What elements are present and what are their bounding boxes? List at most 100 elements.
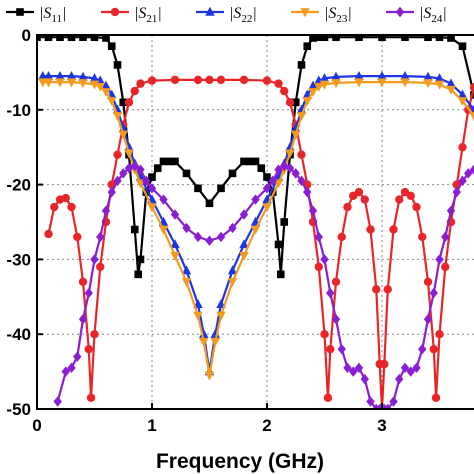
- point-s21-37: [337, 232, 346, 242]
- point-s24-35: [314, 231, 323, 243]
- point-s21-6: [78, 277, 88, 287]
- point-s22-41: [434, 73, 445, 83]
- point-s11-32: [277, 270, 285, 279]
- point-s21-46: [380, 359, 389, 369]
- point-s21-57: [435, 330, 444, 339]
- point-s23-40: [423, 79, 433, 89]
- legend-label-s22: |S22|: [229, 5, 257, 25]
- x-axis-title: Frequency (GHz): [156, 450, 324, 473]
- point-s24-38: [331, 314, 341, 325]
- grid-lines: [37, 35, 474, 409]
- point-s24-32: [297, 175, 306, 187]
- point-s24-23: [228, 222, 237, 234]
- point-s24-52: [400, 362, 410, 374]
- point-s21-34: [323, 393, 333, 402]
- point-s21-35: [326, 344, 335, 354]
- point-s24-25: [251, 194, 260, 205]
- point-s21-52: [412, 202, 421, 212]
- point-s21-15: [124, 98, 134, 107]
- point-s24-58: [435, 254, 444, 265]
- point-s24-54: [412, 362, 421, 374]
- point-s24-19: [182, 222, 191, 234]
- point-s21-5: [73, 232, 82, 242]
- point-s22-44: [469, 104, 474, 114]
- legend-marker-s11: [16, 8, 24, 16]
- point-s11-35: [291, 98, 300, 107]
- point-s24-26: [262, 183, 272, 194]
- point-s21-9: [90, 330, 99, 339]
- point-s11-24: [228, 169, 237, 178]
- point-s11-21: [194, 184, 202, 193]
- point-s23-22: [216, 311, 226, 321]
- point-s22-5: [89, 73, 100, 83]
- point-s21-0: [44, 229, 53, 239]
- point-s11-8: [113, 61, 122, 69]
- point-s11-44: [401, 35, 409, 42]
- point-s23-11: [124, 149, 134, 159]
- point-s24-14: [136, 164, 145, 175]
- point-s11-0: [37, 35, 41, 42]
- x-tick-label-3: 3: [377, 416, 386, 435]
- point-s21-55: [429, 344, 438, 354]
- point-s11-16: [153, 164, 162, 172]
- point-s23-37: [354, 78, 364, 88]
- point-s24-22: [216, 231, 226, 243]
- point-s23-33: [308, 88, 318, 98]
- point-s23-1: [43, 78, 54, 88]
- legend-marker-s22: [205, 6, 215, 16]
- point-s11-20: [182, 169, 191, 178]
- point-s22-16: [170, 239, 180, 249]
- point-s21-63: [469, 83, 474, 92]
- point-s21-4: [67, 202, 76, 212]
- point-s11-19: [171, 157, 179, 166]
- point-s11-29: [263, 173, 271, 181]
- point-s21-8: [86, 393, 96, 402]
- point-s21-7: [84, 344, 93, 354]
- point-s21-17: [136, 79, 145, 88]
- point-s23-15: [158, 225, 169, 235]
- tick-labels: 0 1 2 3 0 -10 -20 -30 -40 -50: [6, 26, 386, 435]
- plot-frame: [36, 34, 474, 410]
- point-s11-33: [280, 218, 289, 226]
- point-s24-6: [90, 254, 99, 265]
- point-s11-7: [107, 42, 116, 51]
- point-s21-40: [354, 187, 364, 197]
- point-s11-12: [134, 270, 142, 279]
- point-s24-42: [354, 362, 364, 374]
- point-s11-6: [102, 35, 110, 42]
- point-s22-40: [423, 71, 433, 81]
- point-s24-55: [418, 343, 427, 355]
- point-s24-18: [170, 209, 180, 220]
- point-s21-27: [285, 98, 295, 107]
- point-s24-60: [446, 205, 456, 216]
- legend-marker-s23: [300, 8, 310, 18]
- point-s23-41: [434, 80, 445, 90]
- point-s24-44: [366, 396, 375, 407]
- point-s11-1: [44, 35, 53, 42]
- point-s23-25: [250, 225, 261, 235]
- legend-label-s24: |S24|: [419, 5, 447, 25]
- x-tick-label-1: 1: [147, 416, 156, 435]
- series-layer: [37, 35, 474, 409]
- point-s24-56: [423, 314, 433, 325]
- legend-label-s21: |S21|: [134, 5, 162, 25]
- point-s23-35: [319, 80, 330, 90]
- point-s24-43: [360, 373, 369, 385]
- point-s21-32: [314, 262, 323, 272]
- legend-entry-s23: |S23|: [291, 5, 352, 25]
- point-s21-42: [366, 225, 375, 234]
- point-s21-47: [383, 285, 392, 294]
- point-s11-40: [320, 35, 329, 42]
- point-s21-24: [262, 76, 272, 85]
- point-s23-9: [112, 112, 123, 121]
- point-s23-43: [457, 97, 468, 107]
- point-s21-13: [113, 150, 122, 159]
- point-s22-35: [319, 73, 330, 83]
- point-s11-27: [251, 157, 260, 166]
- point-s21-23: [239, 75, 249, 85]
- point-s24-13: [130, 160, 139, 172]
- point-s23-36: [331, 79, 341, 89]
- point-s11-41: [332, 35, 340, 42]
- point-s23-20: [204, 371, 215, 381]
